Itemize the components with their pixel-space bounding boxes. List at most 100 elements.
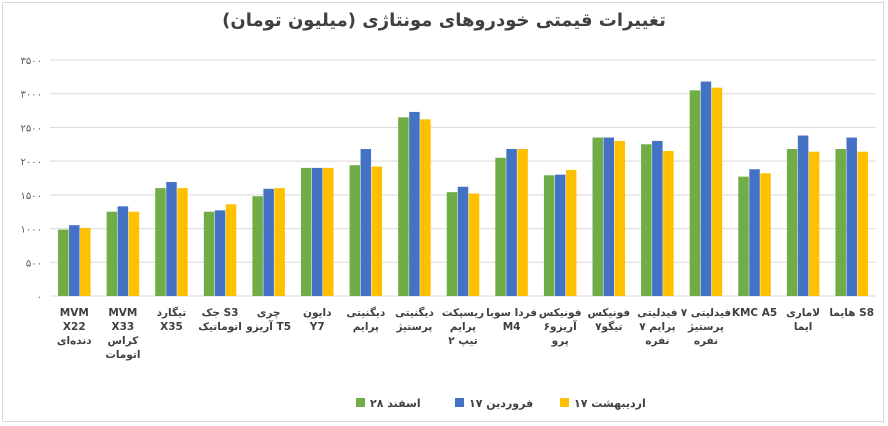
bar [592,137,604,296]
category-label: پرستیژ [687,321,724,333]
bar [738,176,749,296]
category-label: پرو [551,335,569,347]
category-label: هایما S8 [829,307,874,319]
bar [468,193,480,296]
category-label: دایون [303,307,332,319]
category-label: MVM [60,307,89,319]
y-tick-label: ۲۵۰۰ [21,123,42,134]
chart-frame [2,2,884,422]
bar [786,149,798,296]
bar [322,167,334,296]
category-label: دیگنیتی [346,306,386,319]
bar [457,186,469,296]
bar [700,81,712,296]
category-label: ریسپکت [442,307,484,319]
bar [214,210,226,296]
bar [166,182,177,296]
chart-title: تغییرات قیمتی خودروهای مونتاژی (میلیون ت… [222,10,666,31]
bar [808,151,820,296]
bar [128,211,140,296]
bar [797,135,809,296]
category-label: تیگارد [157,306,187,319]
bar [517,149,528,296]
y-tick-label: ۰ [37,292,42,303]
category-label: X35 [160,321,183,333]
category-label: X33 [112,321,135,333]
category-label: لاماری [786,307,820,319]
category-label: فونیکس [539,307,582,319]
bar [409,111,420,296]
y-tick-label: ۳۰۰۰ [21,90,42,101]
y-tick-label: ۱۵۰۰ [21,191,42,202]
legend-label: ۲۸ اسفند [370,397,421,410]
bar [106,211,118,296]
bar [349,165,361,296]
category-label: پرایم [450,321,476,333]
category-label: اتومات [105,349,140,361]
category-label: دنده‌ای [57,335,92,347]
bar [543,175,555,296]
y-tick-label: ۲۰۰۰ [21,157,42,168]
category-label: نفره [645,335,669,347]
legend-swatch [356,398,365,407]
bar [252,196,263,296]
category-label: آریزو T5 [245,320,291,333]
y-tick-label: ۳۵۰۰ [21,56,42,67]
bar [554,174,566,296]
bar [663,151,674,296]
category-label: جک S3 [202,307,239,319]
category-label: تیپ ۲ [448,335,477,347]
bar [263,188,274,296]
bar [420,119,431,296]
category-label: M4 [503,321,521,333]
bar [446,192,458,296]
bar [371,166,383,296]
bar [641,144,652,296]
category-label: نفره [694,335,718,347]
bar [80,227,91,296]
bar [495,157,506,296]
bar [69,225,80,296]
category-label: دیگنیتی [395,306,435,319]
bar [117,206,129,296]
bar [155,188,166,296]
y-tick-label: ۱۰۰۰ [21,225,42,236]
bar [603,137,615,296]
category-label: چری [257,307,281,319]
bar [203,211,215,296]
bar [300,167,312,296]
bar [689,90,701,296]
legend-swatch [455,398,464,407]
category-label: پرایم ۷ [639,321,675,333]
bar [398,117,409,296]
category-label: فیدلیتی [637,307,677,319]
bar [711,87,723,296]
bar [760,173,771,296]
category-label: آریزو۶ [544,320,577,333]
bar [846,137,857,296]
bar [857,151,868,296]
y-tick-label: ۵۰۰ [26,258,42,269]
bar [177,188,188,296]
bar [311,167,323,296]
bar [749,169,760,296]
bar [652,140,663,296]
category-label: KMC A5 [732,307,777,319]
category-label: ایما [794,321,813,333]
category-label: فیدلیتی ۷ [681,307,732,319]
bar [225,204,237,296]
category-label: X22 [63,321,86,333]
bar [835,149,846,296]
legend-label: ۱۷ اردیبهشت [574,397,646,410]
category-label: MVM [108,307,137,319]
category-label: فردا سوبا [486,307,537,319]
legend-swatch [560,398,569,407]
category-label: پرایم [353,321,379,333]
bar [565,169,577,296]
category-label: اتوماتیک [198,321,242,333]
bar [360,149,372,296]
category-label: تیگو۷ [595,320,622,333]
category-label: پرستیژ [395,321,432,333]
category-label: کراس [108,335,140,347]
